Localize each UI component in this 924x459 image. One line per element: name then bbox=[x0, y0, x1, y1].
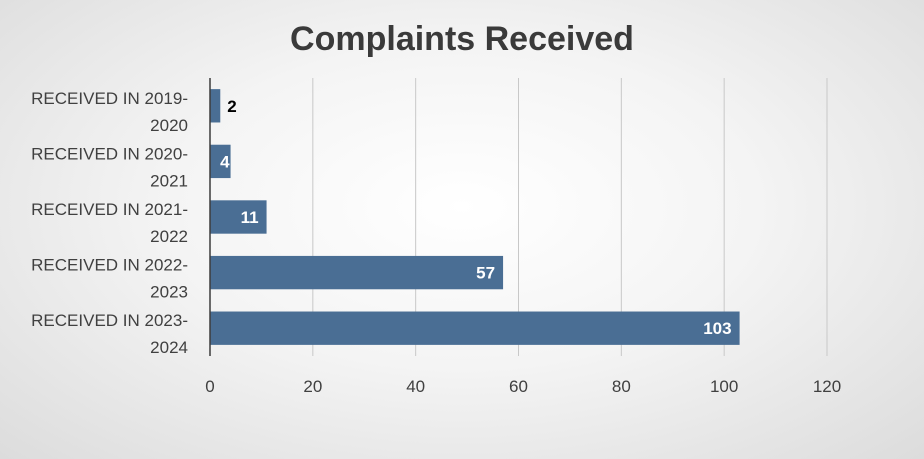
bar bbox=[210, 311, 740, 345]
category-label-line: 2020 bbox=[150, 116, 188, 135]
bar bbox=[210, 200, 267, 234]
bar bbox=[210, 255, 504, 290]
data-label: 2 bbox=[227, 97, 236, 116]
gridlines bbox=[312, 78, 828, 356]
category-label: RECEIVED IN 2019- 2020 bbox=[31, 89, 188, 135]
x-axis-tick-labels: 0 20 40 60 80 100 120 bbox=[205, 377, 841, 396]
category-label: RECEIVED IN 2021- 2022 bbox=[31, 200, 188, 246]
category-label-line: 2024 bbox=[150, 338, 188, 357]
data-label: 4 bbox=[220, 152, 230, 171]
x-tick-label: 80 bbox=[612, 377, 631, 396]
x-tick-label: 40 bbox=[406, 377, 425, 396]
category-label: RECEIVED IN 2020- 2021 bbox=[31, 144, 188, 190]
bar bbox=[210, 144, 231, 179]
category-label: RECEIVED IN 2022- 2023 bbox=[31, 256, 188, 302]
data-label: 11 bbox=[241, 208, 259, 227]
x-tick-label: 100 bbox=[710, 377, 738, 396]
category-labels: RECEIVED IN 2019- 2020 RECEIVED IN 2020- 20… bbox=[31, 89, 188, 357]
category-label-line: RECEIVED IN 2022- bbox=[31, 256, 188, 275]
data-labels: 2 4 11 57 103 bbox=[220, 97, 731, 338]
category-label-line: RECEIVED IN 2023- bbox=[31, 311, 188, 330]
chart-title: Complaints Received bbox=[290, 20, 634, 58]
category-label-line: RECEIVED IN 2019- bbox=[31, 89, 188, 108]
bar bbox=[210, 89, 221, 123]
x-tick-label: 60 bbox=[509, 377, 528, 396]
x-tick-label: 20 bbox=[303, 377, 322, 396]
data-label: 103 bbox=[703, 319, 731, 338]
category-label-line: RECEIVED IN 2020- bbox=[31, 144, 188, 163]
category-label: RECEIVED IN 2023- 2024 bbox=[31, 311, 188, 357]
category-label-line: 2021 bbox=[150, 171, 188, 190]
category-label-line: 2023 bbox=[150, 283, 188, 302]
x-tick-label: 120 bbox=[813, 377, 841, 396]
data-label: 57 bbox=[476, 264, 495, 283]
x-tick-label: 0 bbox=[205, 377, 214, 396]
category-label-line: 2022 bbox=[150, 227, 188, 246]
bars bbox=[210, 89, 740, 345]
category-label-line: RECEIVED IN 2021- bbox=[31, 200, 188, 219]
